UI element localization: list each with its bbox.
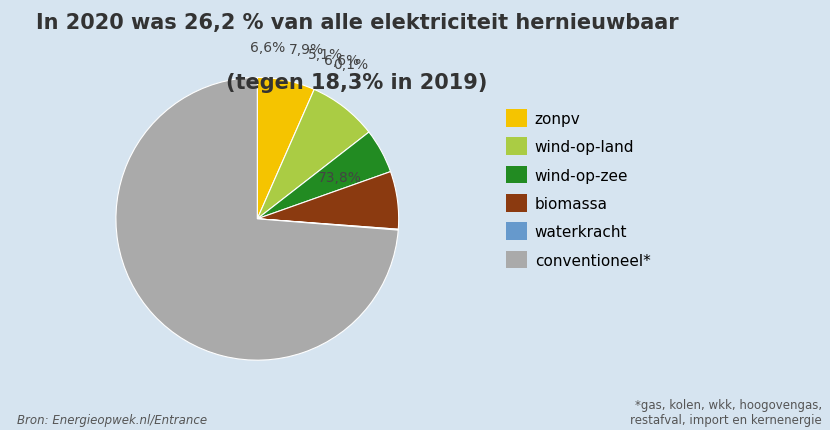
Text: (tegen 18,3% in 2019): (tegen 18,3% in 2019) bbox=[227, 73, 487, 93]
Text: 6,6%: 6,6% bbox=[250, 40, 285, 55]
Text: In 2020 was 26,2 % van alle elektriciteit hernieuwbaar: In 2020 was 26,2 % van alle elektricitei… bbox=[36, 13, 678, 33]
Wedge shape bbox=[257, 90, 369, 219]
Text: 73,8%: 73,8% bbox=[317, 171, 361, 185]
Text: *gas, kolen, wkk, hoogovengas,
restafval, import en kernenergie: *gas, kolen, wkk, hoogovengas, restafval… bbox=[630, 398, 822, 426]
Wedge shape bbox=[257, 78, 315, 219]
Text: Bron: Energieopwek.nl/Entrance: Bron: Energieopwek.nl/Entrance bbox=[17, 413, 207, 426]
Wedge shape bbox=[116, 78, 398, 360]
Text: 0,1%: 0,1% bbox=[334, 58, 369, 72]
Wedge shape bbox=[257, 172, 398, 230]
Wedge shape bbox=[257, 133, 391, 219]
Wedge shape bbox=[257, 219, 398, 230]
Legend: zonpv, wind-op-land, wind-op-zee, biomassa, waterkracht, conventioneel*: zonpv, wind-op-land, wind-op-zee, biomas… bbox=[505, 110, 651, 269]
Text: 7,9%: 7,9% bbox=[289, 43, 324, 57]
Text: 6,6%: 6,6% bbox=[325, 54, 359, 68]
Text: 5,1%: 5,1% bbox=[308, 48, 343, 62]
